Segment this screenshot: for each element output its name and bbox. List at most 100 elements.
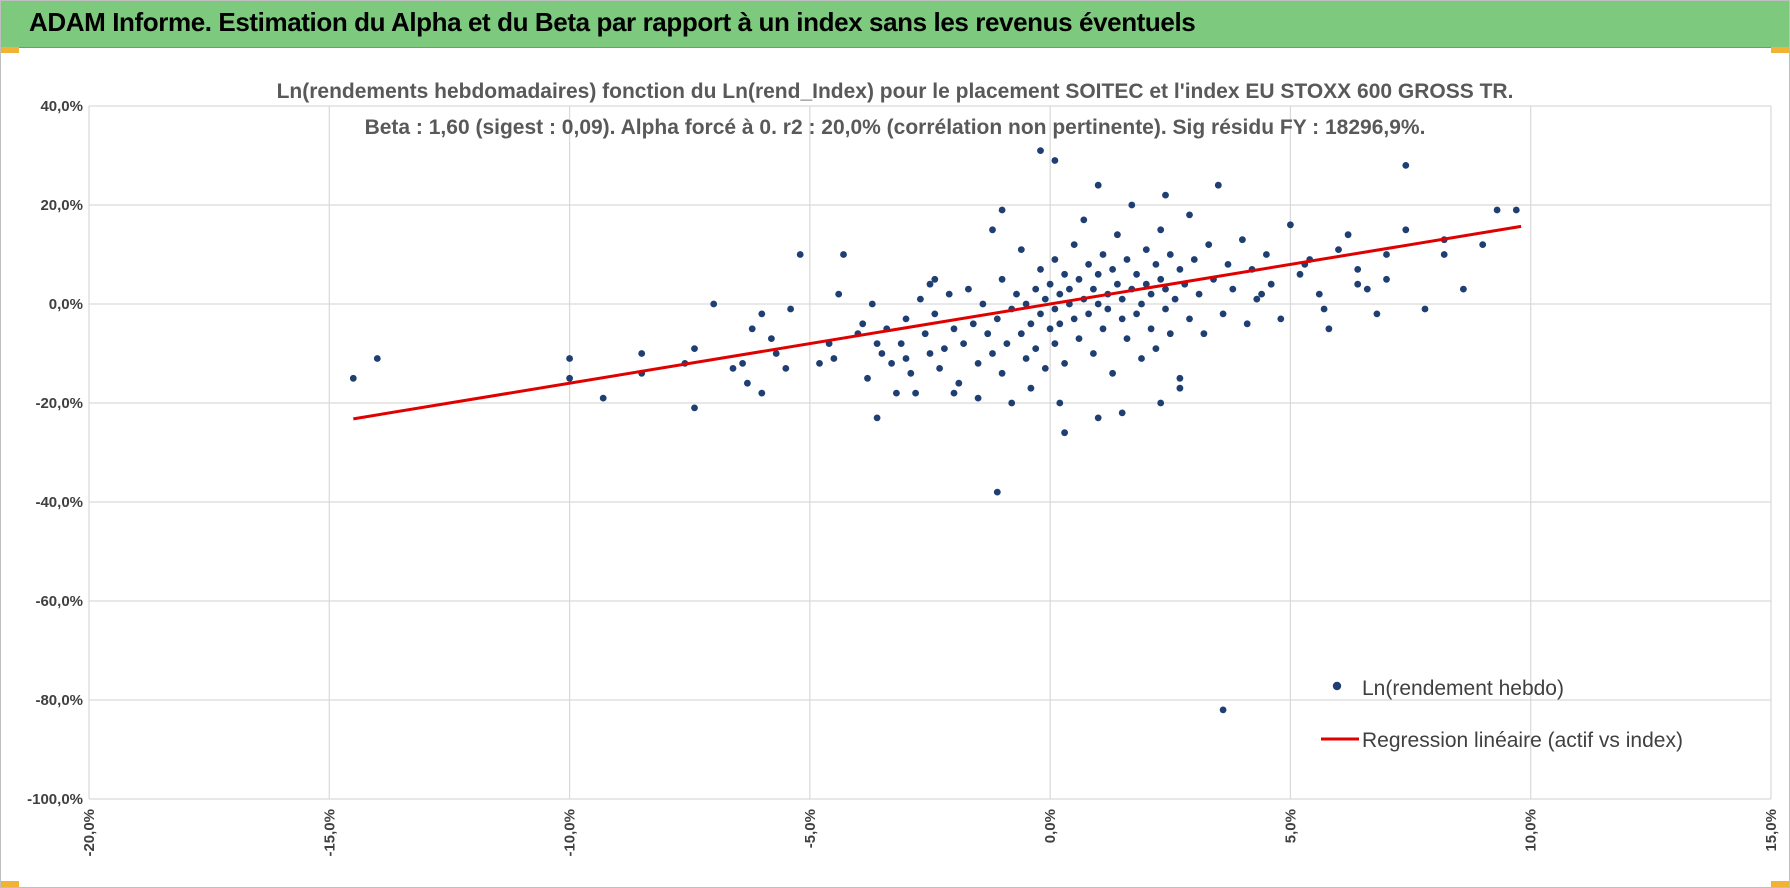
data-point	[955, 379, 963, 387]
legend: Ln(rendement hebdo) Regression linéaire …	[1321, 677, 1683, 752]
data-point	[902, 315, 910, 323]
data-point	[1142, 246, 1150, 254]
data-point	[1186, 315, 1193, 323]
y-tick-label: -40,0%	[35, 494, 83, 511]
data-point	[1277, 315, 1285, 323]
data-point	[1147, 325, 1155, 333]
y-tick-label: -100,0%	[27, 791, 83, 808]
chart-title: Ln(rendements hebdomadaires) fonction du…	[277, 80, 1514, 139]
data-point	[1176, 266, 1184, 273]
data-point	[1066, 285, 1073, 293]
data-point	[1479, 241, 1487, 249]
data-point	[1022, 355, 1030, 362]
data-point	[989, 226, 996, 234]
data-point	[1041, 365, 1049, 372]
data-point	[1056, 290, 1064, 298]
data-point	[1123, 256, 1131, 263]
data-point	[1099, 251, 1107, 258]
data-point	[1046, 325, 1054, 333]
data-point	[1008, 399, 1016, 407]
data-point	[1421, 305, 1429, 313]
data-point	[1003, 340, 1011, 347]
data-point	[993, 315, 1001, 323]
corner-accent-top-right	[1771, 47, 1789, 53]
data-point	[1383, 251, 1390, 258]
data-point	[1263, 251, 1270, 258]
data-point	[1051, 305, 1059, 313]
data-point	[893, 389, 900, 397]
data-point	[1070, 315, 1078, 323]
data-point	[1229, 285, 1237, 293]
data-point	[1287, 221, 1294, 229]
data-point	[984, 330, 992, 338]
y-tick-label: 20,0%	[40, 197, 83, 214]
data-point	[1205, 241, 1213, 249]
data-point	[1056, 320, 1064, 328]
y-tick-label: -80,0%	[35, 692, 83, 709]
data-point	[1138, 355, 1145, 362]
data-point	[782, 365, 790, 372]
x-tick-label: -5,0%	[802, 809, 819, 848]
data-point	[1118, 315, 1126, 323]
y-tick-label: -60,0%	[35, 593, 83, 610]
data-point	[1118, 409, 1126, 417]
corner-accent-top-left	[1, 47, 19, 53]
data-point	[945, 290, 953, 298]
x-tick-label: -15,0%	[321, 809, 338, 857]
corner-accent-bottom-right	[1771, 881, 1789, 887]
data-point	[998, 369, 1006, 377]
data-point	[998, 206, 1006, 214]
data-point	[1162, 305, 1169, 313]
data-point	[1094, 414, 1102, 422]
data-point	[1094, 270, 1102, 278]
data-point	[1032, 345, 1040, 352]
data-point	[1027, 384, 1035, 392]
data-point	[1022, 300, 1030, 308]
data-point	[1512, 206, 1520, 214]
y-tick-label: -20,0%	[35, 395, 83, 412]
data-point	[1017, 330, 1025, 338]
data-point	[1142, 280, 1150, 288]
data-point	[758, 389, 766, 397]
data-point	[1152, 261, 1160, 268]
data-point	[998, 275, 1006, 283]
data-point	[638, 350, 646, 357]
data-point	[1032, 285, 1040, 293]
data-point	[965, 285, 972, 293]
data-point	[1090, 350, 1097, 357]
data-point	[907, 369, 915, 377]
data-point	[1051, 157, 1059, 164]
x-tick-label: -20,0%	[81, 809, 98, 857]
data-point	[1219, 706, 1227, 714]
data-point	[912, 389, 919, 397]
data-point	[1085, 310, 1092, 318]
data-point	[979, 300, 987, 308]
data-point	[926, 350, 934, 357]
data-point	[1402, 162, 1410, 169]
data-point	[1046, 280, 1054, 288]
chart-title-line-2: Beta : 1,60 (sigest : 0,09). Alpha forcé…	[365, 116, 1426, 139]
data-point	[1186, 211, 1193, 219]
data-point	[1402, 226, 1410, 234]
data-point	[816, 360, 823, 367]
data-point	[1243, 320, 1251, 328]
data-point	[1267, 280, 1275, 288]
data-point	[744, 379, 751, 387]
data-point	[1094, 181, 1102, 189]
data-point	[1493, 206, 1501, 214]
data-point	[1138, 300, 1145, 308]
data-point	[1104, 305, 1112, 313]
data-point	[1296, 270, 1304, 278]
data-point	[1085, 261, 1092, 268]
data-point	[1157, 226, 1165, 234]
data-point	[1200, 330, 1208, 338]
data-point	[1037, 266, 1044, 273]
data-point	[1176, 374, 1184, 382]
data-point	[1320, 305, 1328, 313]
data-point	[1027, 320, 1035, 328]
data-point	[787, 305, 794, 313]
data-point	[1075, 275, 1083, 283]
data-point	[1157, 275, 1165, 283]
data-point	[974, 360, 982, 367]
